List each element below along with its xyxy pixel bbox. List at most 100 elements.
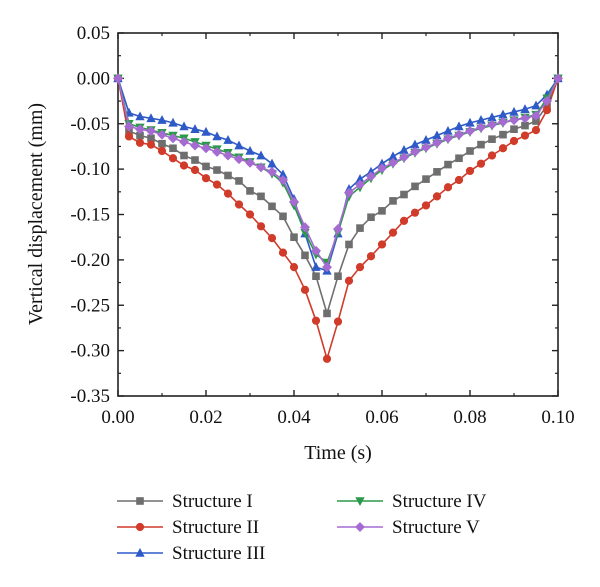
data-point (399, 152, 409, 163)
data-point (180, 151, 188, 160)
data-point (168, 154, 178, 163)
data-point (411, 182, 419, 191)
data-point (267, 166, 277, 177)
x-tick-label: 0.00 (101, 407, 134, 428)
data-point (312, 272, 320, 281)
data-point (223, 189, 233, 198)
data-point (168, 117, 178, 127)
data-point (476, 122, 486, 133)
x-tick-label: 0.10 (541, 407, 574, 428)
data-point (146, 126, 156, 136)
legend-marker (355, 497, 365, 507)
legend-item: Structure II (117, 517, 259, 538)
data-point (201, 143, 211, 154)
y-tick-label: -0.15 (70, 205, 110, 226)
y-tick-label: -0.20 (70, 250, 110, 271)
data-point (355, 179, 365, 190)
data-point (245, 145, 255, 155)
data-point (466, 147, 474, 155)
data-point (267, 233, 277, 243)
legend-item: Structure V (337, 517, 480, 538)
x-tick-label: 0.04 (277, 407, 311, 428)
data-point (488, 135, 496, 143)
legend-item: Structure III (117, 543, 265, 564)
data-point (421, 142, 431, 153)
data-point (378, 207, 386, 215)
plot-frame (117, 32, 559, 397)
data-point (333, 317, 343, 326)
y-tick-label: -0.25 (70, 295, 110, 316)
y-tick-label: 0.00 (77, 68, 110, 89)
data-point (168, 133, 178, 144)
legend-marker (135, 547, 145, 557)
data-point (201, 174, 211, 183)
data-point (279, 212, 287, 221)
data-point (410, 146, 420, 157)
legend-item: Structure IV (337, 491, 487, 512)
data-point (135, 138, 145, 147)
data-point (157, 115, 167, 124)
data-point (487, 119, 497, 130)
data-point (169, 144, 177, 153)
data-point (422, 175, 430, 183)
data-point (201, 126, 211, 136)
legend-label: Structure I (172, 491, 253, 512)
data-point (520, 131, 530, 140)
x-tick-label: 0.06 (365, 407, 398, 428)
data-point (531, 110, 541, 121)
data-point (256, 222, 266, 231)
legend: Structure I Structure II Structure III Stru… (117, 491, 487, 564)
legend-label: Structure IV (392, 491, 487, 512)
legend-label: Structure V (392, 517, 480, 538)
data-point (444, 160, 452, 169)
data-point (477, 140, 485, 149)
data-point (542, 106, 552, 115)
data-point (531, 126, 541, 135)
data-point (135, 111, 145, 121)
data-point (509, 115, 519, 126)
data-point (465, 166, 475, 176)
data-point (245, 157, 255, 168)
data-point (190, 165, 200, 175)
legend-label: Structure II (172, 517, 259, 538)
data-point (311, 316, 321, 325)
data-point (157, 129, 167, 140)
y-tick-label: -0.05 (70, 114, 110, 135)
data-point (289, 196, 299, 207)
legend-marker (135, 522, 145, 532)
data-point (234, 200, 244, 209)
data-point (367, 213, 375, 222)
x-tick-label: 0.08 (453, 407, 486, 428)
data-point (542, 96, 552, 107)
data-point (191, 156, 199, 164)
data-point (377, 240, 387, 249)
data-point (498, 116, 508, 127)
data-point (366, 171, 376, 182)
legend-item: Structure I (117, 491, 253, 512)
data-point (158, 139, 166, 148)
data-point (224, 171, 232, 180)
data-point (443, 183, 453, 192)
data-point (245, 210, 255, 219)
data-point (334, 272, 342, 281)
series-3 (113, 73, 563, 275)
data-point (520, 113, 530, 124)
series-1 (114, 74, 562, 318)
y-axis-title: Vertical displacement (mm) (25, 103, 47, 325)
data-point (190, 124, 200, 133)
data-point (235, 177, 243, 185)
data-point (311, 262, 321, 271)
data-point (421, 201, 431, 210)
series-line (117, 78, 559, 270)
data-point (510, 125, 518, 133)
data-point (146, 113, 156, 123)
x-axis-ticks: 0.00 0.02 0.04 0.06 0.08 0.10 (101, 33, 575, 428)
data-point (212, 180, 222, 189)
data-point (499, 130, 507, 139)
data-point (300, 285, 310, 294)
data-point (388, 228, 398, 237)
data-point (289, 263, 299, 272)
data-point (179, 136, 189, 147)
data-point (345, 240, 353, 249)
